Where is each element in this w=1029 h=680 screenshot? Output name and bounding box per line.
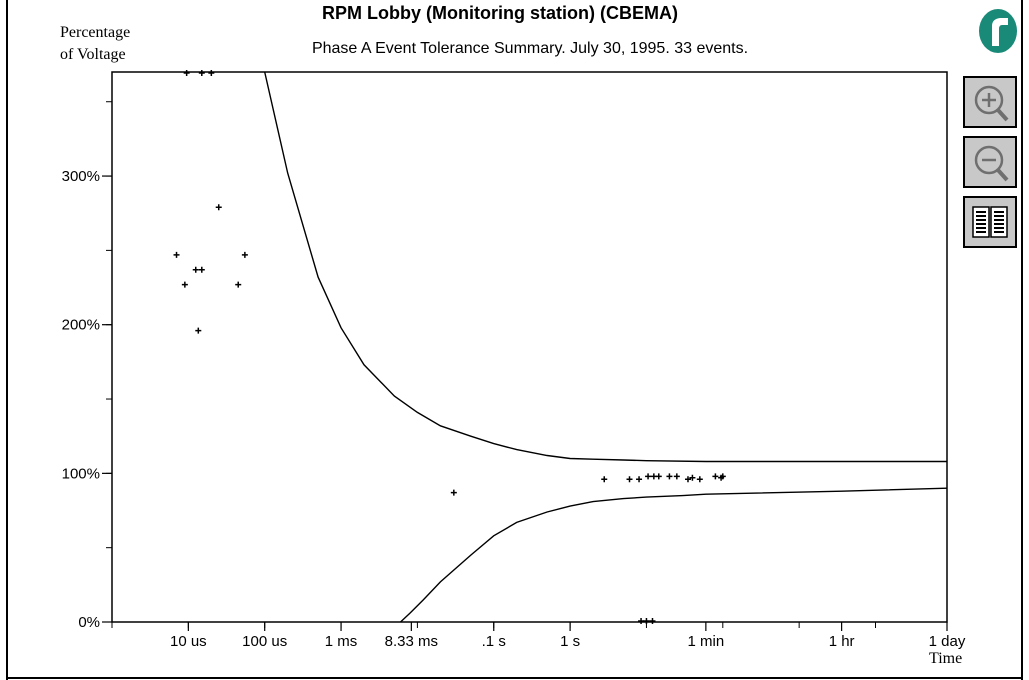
y-tick-label: 200%: [62, 317, 100, 334]
y-axis-label-line1: Percentage: [60, 24, 131, 41]
chart-title: RPM Lobby (Monitoring station) (CBEMA): [322, 3, 678, 23]
event-point: [241, 251, 248, 258]
event-point: [601, 476, 608, 483]
event-point: [696, 476, 703, 483]
window-frame-left: [6, 0, 8, 680]
x-tick-label: 1 s: [560, 633, 580, 650]
event-point: [673, 473, 680, 480]
y-tick-label: 0%: [78, 614, 100, 631]
x-tick-label: 8.33 ms: [385, 633, 438, 650]
event-point: [181, 281, 188, 288]
y-axis-label-line2: of Voltage: [60, 46, 126, 63]
event-point: [195, 327, 202, 334]
y-tick-label: 300%: [62, 168, 100, 185]
window-frame-bottom: [6, 677, 1023, 679]
event-point: [626, 476, 633, 483]
x-tick-label: 1 ms: [325, 633, 358, 650]
report-button[interactable]: [963, 196, 1017, 248]
event-point: [173, 251, 180, 258]
zoom-in-icon: [974, 85, 1009, 122]
zoom-out-button[interactable]: [963, 136, 1017, 188]
tolerance-curve-lower: [400, 487, 948, 623]
event-point: [643, 618, 650, 624]
tolerance-curve-upper: [264, 71, 947, 463]
event-point: [636, 476, 643, 483]
event-point: [638, 618, 645, 624]
event-point: [649, 618, 656, 624]
event-point: [208, 70, 215, 76]
x-axis-label: Time: [929, 650, 963, 667]
event-point: [645, 473, 652, 480]
event-point: [719, 473, 726, 480]
event-point: [192, 266, 199, 273]
event-point: [684, 476, 691, 483]
zoom-out-icon: [974, 145, 1009, 182]
x-tick-label: 1 day: [929, 633, 966, 650]
event-point: [198, 70, 205, 76]
event-point: [235, 281, 242, 288]
event-point: [198, 266, 205, 273]
plot-area: [111, 71, 948, 623]
event-point: [689, 474, 696, 481]
event-point: [655, 473, 662, 480]
event-point: [666, 473, 673, 480]
event-point: [183, 70, 190, 76]
x-tick-label: 1 min: [688, 633, 725, 650]
y-axis-label: Percentage of Voltage: [60, 22, 180, 66]
report-icon: [972, 206, 1008, 238]
x-tick-label: .1 s: [482, 633, 506, 650]
chart-subtitle: Phase A Event Tolerance Summary. July 30…: [311, 40, 749, 57]
rpm-logo-icon: [978, 8, 1018, 54]
window-frame-right: [1021, 0, 1023, 680]
y-tick-label: 100%: [62, 465, 100, 482]
zoom-in-button[interactable]: [963, 76, 1017, 128]
event-point: [215, 204, 222, 211]
event-point: [450, 489, 457, 496]
event-point: [712, 473, 719, 480]
x-tick-label: 100 us: [242, 633, 287, 650]
x-tick-label: 10 us: [170, 633, 207, 650]
x-tick-label: 1 hr: [829, 633, 855, 650]
